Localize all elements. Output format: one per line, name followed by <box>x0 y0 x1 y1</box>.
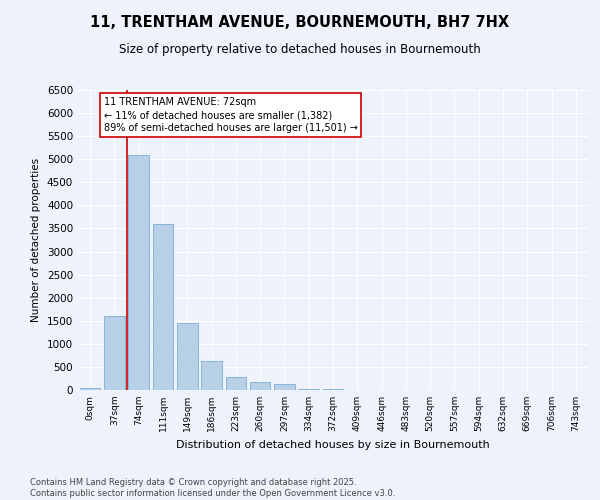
Bar <box>298 388 319 390</box>
Bar <box>104 316 125 390</box>
X-axis label: Distribution of detached houses by size in Bournemouth: Distribution of detached houses by size … <box>176 440 490 450</box>
Bar <box>274 384 295 390</box>
Bar <box>80 388 100 390</box>
Bar <box>177 323 197 390</box>
Bar <box>226 376 246 390</box>
Bar <box>152 224 173 390</box>
Text: 11, TRENTHAM AVENUE, BOURNEMOUTH, BH7 7HX: 11, TRENTHAM AVENUE, BOURNEMOUTH, BH7 7H… <box>91 15 509 30</box>
Y-axis label: Number of detached properties: Number of detached properties <box>31 158 41 322</box>
Text: Contains HM Land Registry data © Crown copyright and database right 2025.
Contai: Contains HM Land Registry data © Crown c… <box>30 478 395 498</box>
Bar <box>128 154 149 390</box>
Text: Size of property relative to detached houses in Bournemouth: Size of property relative to detached ho… <box>119 42 481 56</box>
Bar <box>250 382 271 390</box>
Bar <box>201 362 222 390</box>
Text: 11 TRENTHAM AVENUE: 72sqm
← 11% of detached houses are smaller (1,382)
89% of se: 11 TRENTHAM AVENUE: 72sqm ← 11% of detac… <box>104 97 358 134</box>
